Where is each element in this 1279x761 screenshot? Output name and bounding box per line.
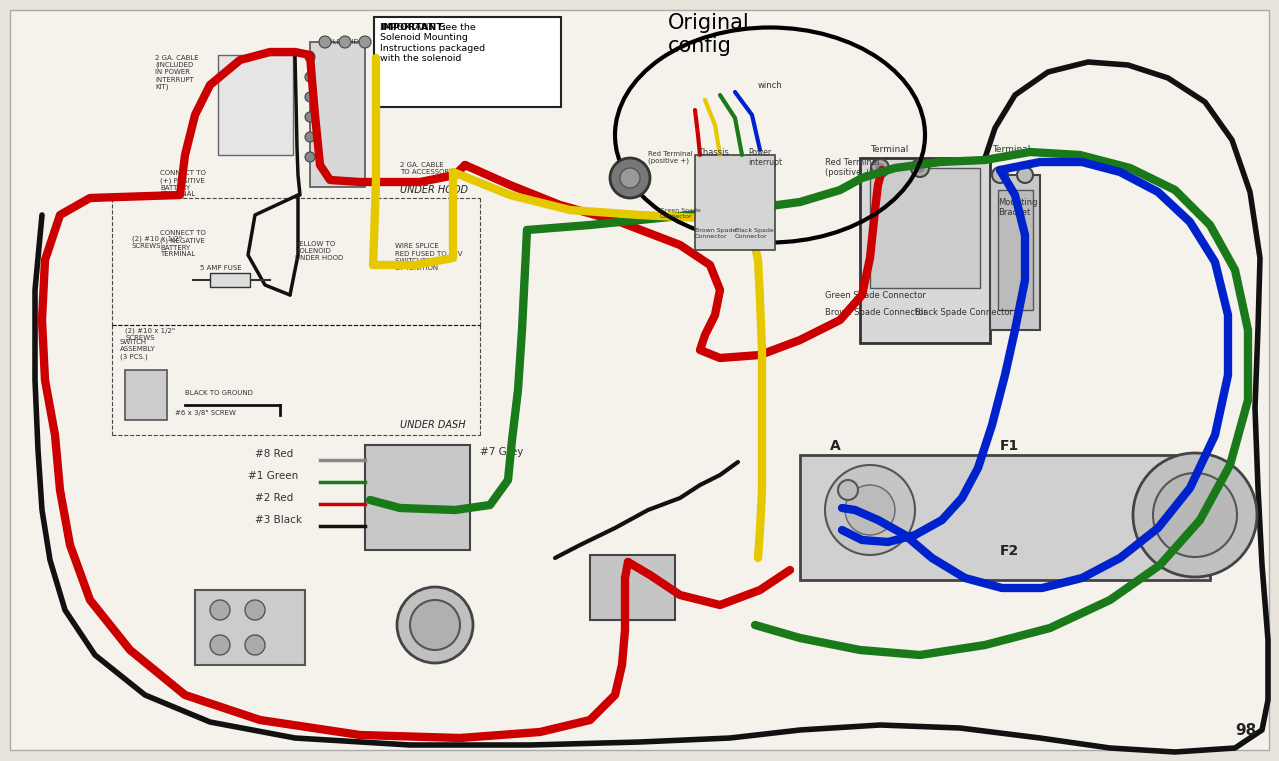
Circle shape xyxy=(1017,167,1033,183)
Text: #6 x 3/8" SCREW: #6 x 3/8" SCREW xyxy=(175,410,235,416)
Text: SWITCH
ASSEMBLY
(3 PCS.): SWITCH ASSEMBLY (3 PCS.) xyxy=(120,339,156,359)
Bar xyxy=(870,168,980,288)
Text: Black Spade
Connector: Black Spade Connector xyxy=(735,228,774,239)
Text: Brown Spade Connector: Brown Spade Connector xyxy=(825,308,927,317)
Circle shape xyxy=(246,635,265,655)
Bar xyxy=(799,455,1210,580)
Text: winch: winch xyxy=(758,81,783,90)
Bar xyxy=(310,42,365,187)
Text: Red Terminal
(positive +): Red Terminal (positive +) xyxy=(825,158,880,177)
Bar xyxy=(590,555,675,620)
Text: Black Spade Connector: Black Spade Connector xyxy=(914,308,1013,317)
Text: Green Spade
Connector: Green Spade Connector xyxy=(660,209,701,219)
Text: CONNECT TO
(-) NEGATIVE
BATTERY
TERMINAL: CONNECT TO (-) NEGATIVE BATTERY TERMINAL xyxy=(160,230,206,257)
Circle shape xyxy=(993,167,1008,183)
Text: A: A xyxy=(830,439,840,453)
Circle shape xyxy=(304,132,315,142)
Text: Red Terminal
(positive +): Red Terminal (positive +) xyxy=(648,151,693,164)
Text: BLACK TO GROUND: BLACK TO GROUND xyxy=(185,390,253,396)
Text: 2 GA. CABLE
TO ACCESSORY: 2 GA. CABLE TO ACCESSORY xyxy=(400,162,453,175)
Circle shape xyxy=(359,36,371,48)
Circle shape xyxy=(411,600,460,650)
Circle shape xyxy=(304,72,315,82)
Text: Power
interrupt: Power interrupt xyxy=(748,148,783,167)
Bar xyxy=(194,590,304,665)
Circle shape xyxy=(825,465,914,555)
Text: 5 AMP FUSE: 5 AMP FUSE xyxy=(200,265,242,271)
Bar xyxy=(694,155,775,250)
Circle shape xyxy=(1152,473,1237,557)
Circle shape xyxy=(610,158,650,198)
Circle shape xyxy=(620,168,640,188)
Text: WIRE SPLICE: WIRE SPLICE xyxy=(395,243,439,249)
Circle shape xyxy=(871,159,889,177)
Text: (2) #10 x 1/2"
SCREWS: (2) #10 x 1/2" SCREWS xyxy=(125,327,175,341)
FancyBboxPatch shape xyxy=(373,17,561,107)
Bar xyxy=(210,273,249,287)
Text: (2) #10 x 1/2"
SCREWS: (2) #10 x 1/2" SCREWS xyxy=(132,235,182,249)
Bar xyxy=(998,190,1033,310)
Circle shape xyxy=(210,635,230,655)
Text: Green Spade Connector: Green Spade Connector xyxy=(825,291,926,300)
Text: F1: F1 xyxy=(1000,439,1019,453)
Text: Chassis: Chassis xyxy=(698,148,730,157)
Text: RED FUSED TO 12V
SWITCHED SIDE
OF IGNITION: RED FUSED TO 12V SWITCHED SIDE OF IGNITI… xyxy=(395,251,463,271)
Text: UNDER DASH: UNDER DASH xyxy=(400,420,466,430)
Text: IMPORTANT: See the
Solenoid Mounting
Instructions packaged
with the solenoid: IMPORTANT: See the Solenoid Mounting Ins… xyxy=(380,23,485,63)
Text: Mounting
Bracket: Mounting Bracket xyxy=(998,198,1037,217)
Circle shape xyxy=(304,152,315,162)
Bar xyxy=(217,55,293,155)
Bar xyxy=(365,445,469,550)
Circle shape xyxy=(304,112,315,122)
Text: #3 Black: #3 Black xyxy=(255,515,302,525)
Circle shape xyxy=(1133,453,1257,577)
Circle shape xyxy=(396,587,473,663)
Circle shape xyxy=(246,600,265,620)
Circle shape xyxy=(916,164,923,172)
Circle shape xyxy=(838,480,858,500)
Bar xyxy=(990,175,1040,330)
Text: YELLOW TO
SOLENOID
UNDER HOOD: YELLOW TO SOLENOID UNDER HOOD xyxy=(295,241,343,261)
Circle shape xyxy=(210,600,230,620)
Text: 98: 98 xyxy=(1236,723,1256,738)
Circle shape xyxy=(304,52,315,62)
Text: #8 Red: #8 Red xyxy=(255,449,293,459)
Text: CONNECT TO
(+) POSITIVE
BATTERY
TERMINAL: CONNECT TO (+) POSITIVE BATTERY TERMINAL xyxy=(160,170,206,198)
Circle shape xyxy=(304,92,315,102)
Text: 2 GA. CABLE
(INCLUDED
IN POWER
INTERRUPT
KIT): 2 GA. CABLE (INCLUDED IN POWER INTERRUPT… xyxy=(155,55,198,90)
Text: IMPORTANT:: IMPORTANT: xyxy=(380,23,446,32)
Text: UNDER HOOD: UNDER HOOD xyxy=(400,185,468,195)
Circle shape xyxy=(876,164,884,172)
Circle shape xyxy=(318,36,331,48)
Circle shape xyxy=(339,36,350,48)
Text: Brown Spade
Connector: Brown Spade Connector xyxy=(694,228,737,239)
Text: #7 Grey: #7 Grey xyxy=(480,447,523,457)
Text: Terminal: Terminal xyxy=(870,145,908,154)
Text: Terminal: Terminal xyxy=(993,145,1031,154)
Bar xyxy=(125,370,168,420)
Text: Original
config: Original config xyxy=(668,13,749,56)
Circle shape xyxy=(845,485,895,535)
Circle shape xyxy=(911,159,929,177)
Bar xyxy=(859,158,990,343)
Text: #1 Green: #1 Green xyxy=(248,471,298,481)
Text: SOLENOID: SOLENOID xyxy=(324,39,359,45)
Text: #2 Red: #2 Red xyxy=(255,493,293,503)
Text: F2: F2 xyxy=(1000,544,1019,558)
